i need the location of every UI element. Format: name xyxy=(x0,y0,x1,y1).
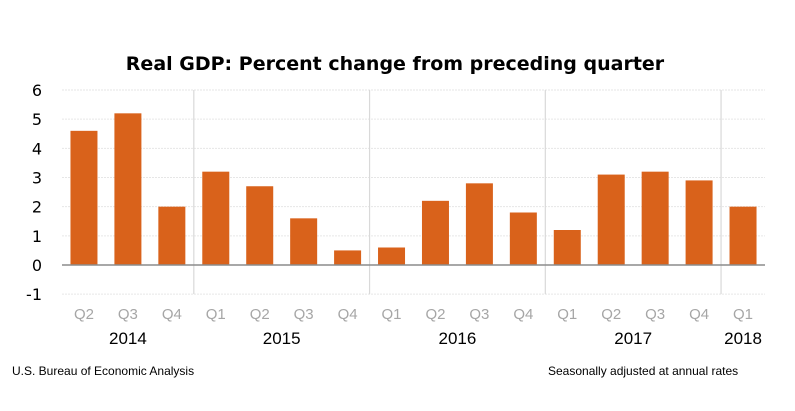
bar xyxy=(158,206,186,265)
y-tick-label: 6 xyxy=(32,81,42,100)
year-label: 2014 xyxy=(109,329,147,348)
x-tick-label: Q3 xyxy=(294,306,314,323)
bar xyxy=(553,230,581,265)
bar xyxy=(597,174,625,265)
bar xyxy=(641,171,669,265)
x-tick-label: Q3 xyxy=(118,306,138,323)
y-tick-label: 3 xyxy=(32,169,42,188)
source-note: U.S. Bureau of Economic Analysis xyxy=(12,364,194,378)
x-tick-label: Q2 xyxy=(601,306,621,323)
x-axis: Q2 Q3 Q4 Q1 Q2 Q3 Q4 Q1 Q2 Q3 Q4 Q1 Q2 Q3 Q4 Q1 2014 2015… xyxy=(62,264,765,348)
chart-title: Real GDP: Percent change from preceding … xyxy=(126,53,665,75)
year-label: 2016 xyxy=(439,329,477,348)
bar xyxy=(334,250,362,265)
x-tick-label: Q1 xyxy=(206,306,226,323)
bar xyxy=(729,206,757,265)
x-tick-label: Q3 xyxy=(469,306,489,323)
year-label: 2015 xyxy=(263,329,301,348)
x-tick-label: Q4 xyxy=(338,306,358,323)
bar xyxy=(378,247,406,265)
x-tick-label: Q4 xyxy=(162,306,182,323)
y-tick-label: 1 xyxy=(32,227,42,246)
x-tick-label: Q1 xyxy=(557,306,577,323)
bars xyxy=(70,113,757,265)
bar xyxy=(685,180,713,265)
y-tick-label: -1 xyxy=(26,285,42,304)
bar xyxy=(465,183,493,265)
x-tick-label: Q4 xyxy=(689,306,709,323)
x-tick-label: Q2 xyxy=(250,306,270,323)
y-axis: 6 5 4 3 2 1 0 -1 xyxy=(26,81,42,304)
x-tick-label: Q2 xyxy=(425,306,445,323)
x-tick-label: Q1 xyxy=(382,306,402,323)
year-separators xyxy=(193,90,722,295)
x-tick-label: Q3 xyxy=(645,306,665,323)
x-tick-label: Q2 xyxy=(74,306,94,323)
bar xyxy=(246,186,274,265)
y-tick-label: 2 xyxy=(32,198,42,217)
bar xyxy=(70,130,98,265)
x-tick-label: Q1 xyxy=(733,306,753,323)
year-label: 2017 xyxy=(614,329,652,348)
y-tick-label: 5 xyxy=(32,110,42,129)
y-tick-label: 4 xyxy=(32,139,42,158)
x-tick-label: Q4 xyxy=(513,306,533,323)
adjustment-note: Seasonally adjusted at annual rates xyxy=(548,364,738,378)
bar xyxy=(290,218,318,265)
bar xyxy=(202,171,230,265)
year-label: 2018 xyxy=(724,329,762,348)
bar xyxy=(114,113,142,265)
bar xyxy=(509,212,537,265)
y-tick-label: 0 xyxy=(32,256,42,275)
bar xyxy=(421,200,449,265)
